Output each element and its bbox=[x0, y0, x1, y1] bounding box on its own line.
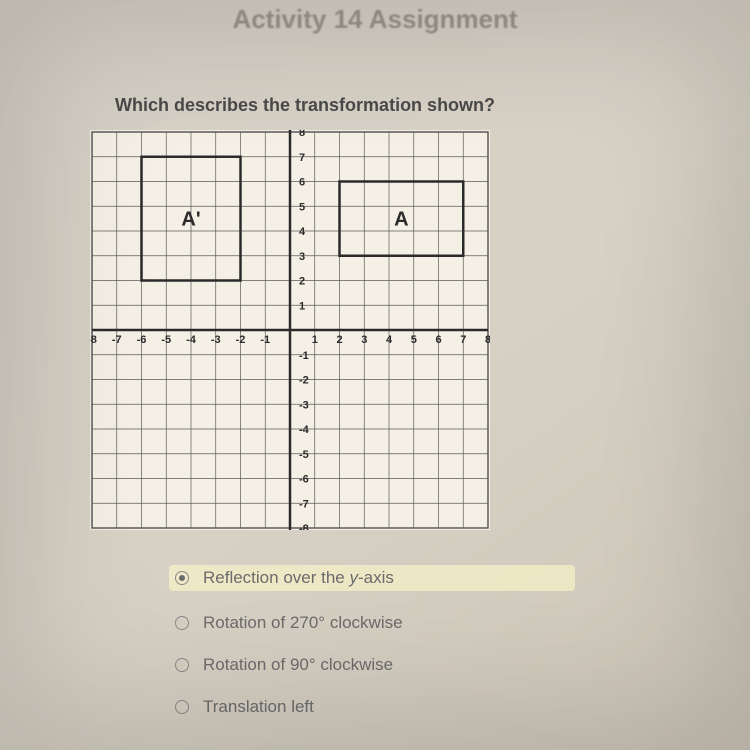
svg-text:1: 1 bbox=[312, 334, 318, 346]
svg-text:8: 8 bbox=[485, 334, 490, 346]
svg-text:-2: -2 bbox=[236, 334, 246, 346]
answer-options: Reflection over the y-axis Rotation of 27… bbox=[175, 565, 750, 717]
svg-text:7: 7 bbox=[460, 334, 466, 346]
svg-text:4: 4 bbox=[386, 334, 393, 346]
svg-text:-4: -4 bbox=[299, 424, 310, 436]
svg-text:-2: -2 bbox=[299, 375, 309, 387]
svg-text:-8: -8 bbox=[299, 523, 309, 530]
radio-icon[interactable] bbox=[175, 616, 189, 630]
option-2[interactable]: Rotation of 90° clockwise bbox=[175, 655, 750, 675]
svg-text:A: A bbox=[394, 209, 408, 231]
svg-text:5: 5 bbox=[411, 334, 417, 346]
svg-text:1: 1 bbox=[299, 300, 305, 312]
radio-icon[interactable] bbox=[175, 700, 189, 714]
svg-text:-3: -3 bbox=[211, 334, 221, 346]
option-label: Translation left bbox=[203, 697, 314, 717]
svg-text:-7: -7 bbox=[299, 498, 309, 510]
page-header: Activity 14 Assignment bbox=[0, 0, 750, 35]
svg-text:-5: -5 bbox=[299, 449, 309, 461]
option-label: Reflection over the y-axis bbox=[203, 568, 394, 588]
svg-text:-4: -4 bbox=[186, 334, 197, 346]
svg-text:-6: -6 bbox=[137, 334, 147, 346]
option-1[interactable]: Rotation of 270° clockwise bbox=[175, 613, 750, 633]
grid-svg: -8-7-6-5-4-3-2-11234567887654321-1-2-3-4… bbox=[90, 130, 490, 530]
svg-text:3: 3 bbox=[299, 251, 305, 263]
option-3[interactable]: Translation left bbox=[175, 697, 750, 717]
radio-icon[interactable] bbox=[175, 658, 189, 672]
svg-text:A': A' bbox=[181, 209, 200, 231]
svg-text:-3: -3 bbox=[299, 399, 309, 411]
svg-text:6: 6 bbox=[435, 334, 441, 346]
svg-text:-1: -1 bbox=[299, 350, 309, 362]
svg-text:2: 2 bbox=[336, 334, 342, 346]
svg-text:7: 7 bbox=[299, 152, 305, 164]
svg-text:-6: -6 bbox=[299, 474, 309, 486]
option-label: Rotation of 270° clockwise bbox=[203, 613, 403, 633]
svg-text:-8: -8 bbox=[90, 334, 97, 346]
svg-text:5: 5 bbox=[299, 201, 305, 213]
svg-text:-5: -5 bbox=[161, 334, 171, 346]
svg-text:4: 4 bbox=[299, 226, 306, 238]
svg-text:-1: -1 bbox=[260, 334, 270, 346]
svg-text:3: 3 bbox=[361, 334, 367, 346]
option-label: Rotation of 90° clockwise bbox=[203, 655, 393, 675]
option-0[interactable]: Reflection over the y-axis bbox=[169, 565, 575, 591]
svg-text:2: 2 bbox=[299, 276, 305, 288]
svg-text:-7: -7 bbox=[112, 334, 122, 346]
radio-icon[interactable] bbox=[175, 571, 189, 585]
svg-text:6: 6 bbox=[299, 177, 305, 189]
svg-text:8: 8 bbox=[299, 130, 305, 139]
coordinate-chart: -8-7-6-5-4-3-2-11234567887654321-1-2-3-4… bbox=[90, 130, 750, 535]
question-text: Which describes the transformation shown… bbox=[115, 95, 750, 116]
